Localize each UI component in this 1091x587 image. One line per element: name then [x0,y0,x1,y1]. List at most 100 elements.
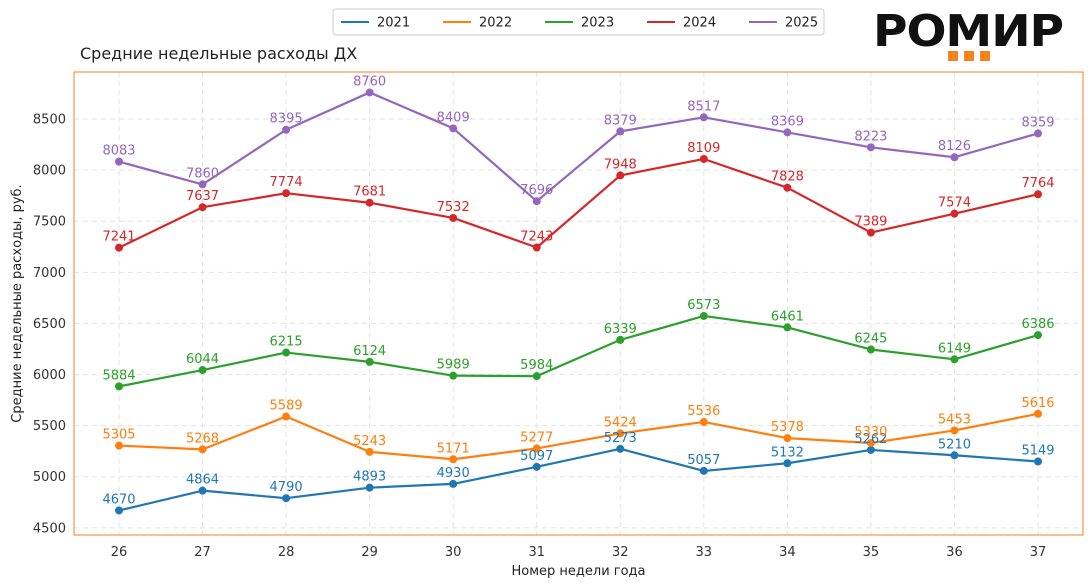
data-label-2025: 8379 [604,113,637,128]
data-point-2022 [282,412,291,421]
data-label-2021: 5097 [520,449,553,464]
data-label-2021: 5262 [854,432,887,447]
data-point-2021 [1034,457,1042,466]
y-tick-label: 5500 [33,419,66,434]
series-line-2023 [118,314,1039,388]
data-point-2023 [282,348,291,357]
logo-square [948,51,958,61]
romir-logo: РОМИР [873,6,1064,61]
data-label-2021: 4670 [102,492,135,507]
data-point-2024 [198,203,207,212]
legend-box [332,8,825,36]
legend-items: 2021 2022 2023 2024 2025 [341,16,818,31]
y-tick-label: 7000 [33,266,66,281]
data-point-2023 [783,323,792,332]
data-point-2025 [365,88,374,97]
data-point-2021 [532,462,541,471]
data-point-2021 [950,451,959,460]
data-label-2025: 8126 [938,139,971,154]
data-point-2022 [1034,409,1042,418]
data-label-2022: 5424 [604,415,637,430]
series-line-2022 [118,412,1039,461]
data-point-2025 [950,153,959,162]
data-point-2021 [449,479,458,488]
data-label-2025: 8369 [771,114,804,129]
data-point-2025 [198,180,207,189]
data-point-2025 [1034,129,1042,138]
x-tick-label: 31 [528,545,545,560]
data-point-2021 [198,486,207,495]
data-label-2021: 4893 [353,470,386,485]
data-point-2021 [115,506,123,515]
data-label-2022: 5616 [1021,396,1054,411]
data-label-2023: 6573 [687,298,720,313]
x-tick-label: 34 [779,545,796,560]
data-label-2024: 7948 [604,157,637,172]
data-point-2023 [699,311,708,320]
data-point-2024 [616,171,625,180]
logo-square [964,51,974,61]
data-point-2023 [532,372,541,381]
data-label-2025: 8359 [1021,115,1054,130]
logo-text: РОМИР [873,6,1063,57]
logo-square [980,51,990,61]
data-label-2025: 8395 [270,112,303,127]
series-line-2025 [118,91,1039,203]
legend-label-2024: 2024 [683,16,716,31]
data-point-2021 [866,445,875,454]
data-point-2021 [616,444,625,453]
data-point-2025 [282,125,291,134]
x-tick-label: 35 [863,545,880,560]
data-point-2024 [282,189,291,198]
data-point-2022 [115,441,123,450]
data-label-2023: 6339 [604,322,637,337]
legend: 2021 2022 2023 2024 2025 [332,8,825,36]
x-axis-ticks: 26 27 28 29 30 31 32 33 34 35 36 37 [111,545,1047,560]
x-tick-label: 26 [111,545,128,560]
data-point-2024 [449,213,458,222]
x-tick-label: 36 [946,545,963,560]
data-point-2024 [866,228,875,237]
chart-title: Средние недельные расходы ДХ [80,44,357,63]
data-point-2022 [616,429,625,438]
x-tick-label: 33 [696,545,713,560]
data-point-2024 [950,209,959,218]
data-label-2023: 5989 [437,358,470,373]
data-label-2024: 7828 [771,170,804,185]
data-point-2023 [1034,331,1042,340]
data-point-2025 [616,127,625,136]
y-axis-label: Средние недельные расходы, руб. [10,184,25,422]
data-label-2023: 6386 [1021,317,1054,332]
data-point-2021 [282,494,291,503]
x-tick-label: 28 [278,545,295,560]
data-point-2022 [365,447,374,456]
data-labels: 4670 4864 4790 4893 4930 5097 5273 5057 5132 5262… [102,74,1054,507]
data-point-2024 [699,154,708,163]
logo-squares [948,51,990,61]
data-label-2022: 5589 [270,399,303,414]
data-label-2022: 5243 [353,434,386,449]
grid [74,72,1083,535]
data-label-2022: 5536 [687,404,720,419]
data-point-2023 [950,355,959,364]
y-axis-ticks: 4500 5000 5500 6000 6500 7000 7500 8000 8500 [33,113,66,537]
data-label-2024: 7774 [270,175,303,190]
data-point-2022 [198,445,207,454]
x-axis-label: Номер недели года [511,564,645,579]
plot-frame [73,71,1084,536]
legend-label-2023: 2023 [581,16,614,31]
data-label-2024: 7241 [102,230,135,245]
y-tick-label: 8500 [33,113,66,128]
data-point-2024 [365,198,374,207]
data-label-2024: 7764 [1021,176,1054,191]
data-point-2024 [532,243,541,252]
data-label-2023: 6461 [771,309,804,324]
x-tick-label: 37 [1030,545,1047,560]
data-point-2024 [1034,190,1042,199]
data-point-2025 [532,197,541,206]
data-label-2025: 8517 [687,99,720,114]
data-point-2021 [699,466,708,475]
data-label-2023: 6215 [270,335,303,350]
y-tick-label: 7500 [33,215,66,230]
data-label-2022: 5453 [938,412,971,427]
